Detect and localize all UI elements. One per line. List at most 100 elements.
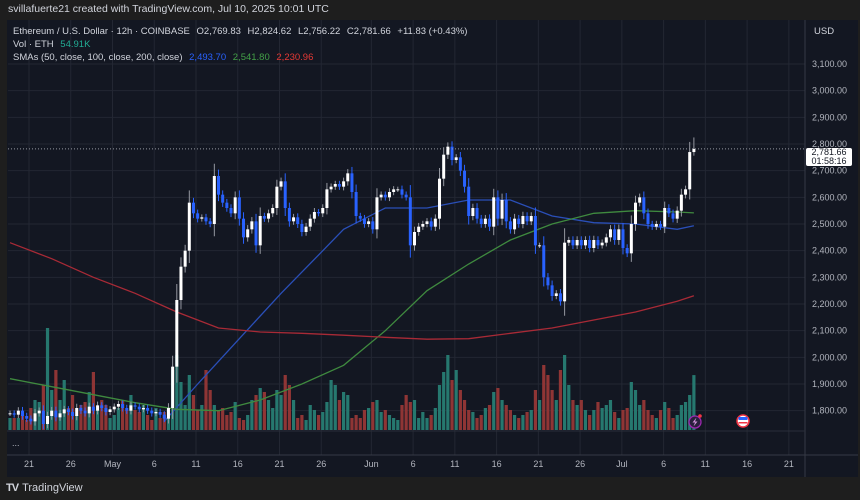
volume-bar [588, 415, 592, 430]
ohlc-high: H2,824.62 [247, 26, 292, 37]
candle [362, 214, 366, 228]
candle [513, 213, 517, 235]
candle-body [392, 189, 396, 193]
candle-body [146, 408, 150, 411]
candle-body [475, 208, 479, 219]
candle-body [533, 216, 537, 246]
sma-line [163, 199, 695, 422]
candle [108, 406, 112, 416]
candle [246, 225, 250, 242]
volume-bar [12, 418, 16, 430]
volume-bar [554, 400, 558, 430]
volume-bar [437, 385, 442, 430]
candle-body [538, 245, 542, 247]
volume-bar [442, 372, 446, 430]
candle-body [575, 240, 579, 246]
candle-body [66, 409, 70, 413]
candle-body [592, 240, 596, 249]
candle [450, 141, 454, 166]
candle [141, 405, 145, 413]
candle [417, 222, 421, 236]
candle-body [50, 410, 54, 417]
candle-body [358, 216, 362, 219]
chart-frame[interactable] [7, 20, 858, 477]
candle-body [659, 224, 663, 227]
candle [46, 411, 50, 429]
candle-body [600, 242, 604, 246]
candle-body [317, 212, 321, 214]
candle-body [166, 408, 170, 419]
y-tick-label: 2,200.00 [812, 299, 847, 309]
candle-body [125, 408, 129, 411]
candle-body [337, 184, 341, 187]
candle-body [654, 224, 658, 227]
volume-bar [175, 355, 179, 430]
candle [208, 218, 212, 228]
volume-value: 54.91K [60, 39, 91, 50]
y-tick-label: 1,800.00 [812, 406, 847, 416]
pane-menu[interactable]: ... [12, 438, 20, 448]
candle-body [446, 146, 450, 155]
candle-body [450, 146, 454, 161]
volume-bar [375, 400, 379, 430]
currency-label[interactable]: USD [814, 26, 835, 37]
candle [71, 408, 75, 420]
volume-bar [396, 420, 400, 430]
volume-bar [308, 405, 312, 430]
candle-body [200, 217, 204, 219]
volume-bar [212, 405, 216, 430]
candle-body [454, 157, 458, 161]
candle-body [204, 217, 208, 222]
candle [634, 195, 637, 231]
volume-bar [663, 402, 667, 430]
candle [154, 409, 158, 417]
candle [421, 220, 425, 230]
candle-body [663, 208, 667, 227]
symbol-name[interactable]: Ethereum / U.S. Dollar · 12h · COINBASE [13, 26, 190, 37]
us-flag-icon[interactable] [736, 414, 750, 428]
footer-brand[interactable]: TradingView [22, 482, 83, 494]
x-tick-label: 26 [316, 459, 326, 469]
candle-body [417, 226, 421, 233]
volume-bar [633, 390, 638, 430]
candle [267, 209, 271, 223]
candle [579, 236, 583, 250]
candle-body [429, 221, 433, 227]
volume-bar [404, 395, 408, 430]
candle [333, 180, 337, 190]
volume-bar [204, 370, 208, 430]
candle [550, 280, 554, 301]
candle-body [438, 178, 442, 219]
candle-body [342, 181, 346, 187]
candle [217, 169, 220, 202]
candle [16, 407, 20, 419]
candle [183, 244, 187, 273]
sma-line [9, 242, 695, 340]
candle [625, 244, 629, 258]
volume-bar [346, 395, 350, 430]
candle-body [46, 416, 50, 425]
x-tick-label: 21 [24, 459, 34, 469]
candle-body [175, 300, 179, 367]
candle-body [141, 408, 145, 410]
volume-bar [387, 415, 392, 430]
volume-bar [191, 395, 196, 430]
volume-label[interactable]: Vol · ETH [13, 39, 54, 50]
volume-bar [583, 410, 588, 430]
candle-body [613, 229, 617, 241]
candle-body [692, 148, 696, 153]
candle-body [634, 202, 637, 225]
candle [646, 208, 650, 229]
candle-body [37, 410, 41, 414]
candle [133, 402, 137, 410]
candle [187, 190, 191, 263]
candle [588, 235, 592, 253]
candle-body [467, 186, 471, 217]
x-tick-label: 6 [152, 459, 157, 469]
sma-label[interactable]: SMAs (50, close, 100, close, 200, close) [13, 52, 183, 63]
candle [279, 177, 283, 191]
volume-bar [237, 418, 241, 430]
candle [150, 407, 154, 417]
candle [558, 289, 562, 306]
